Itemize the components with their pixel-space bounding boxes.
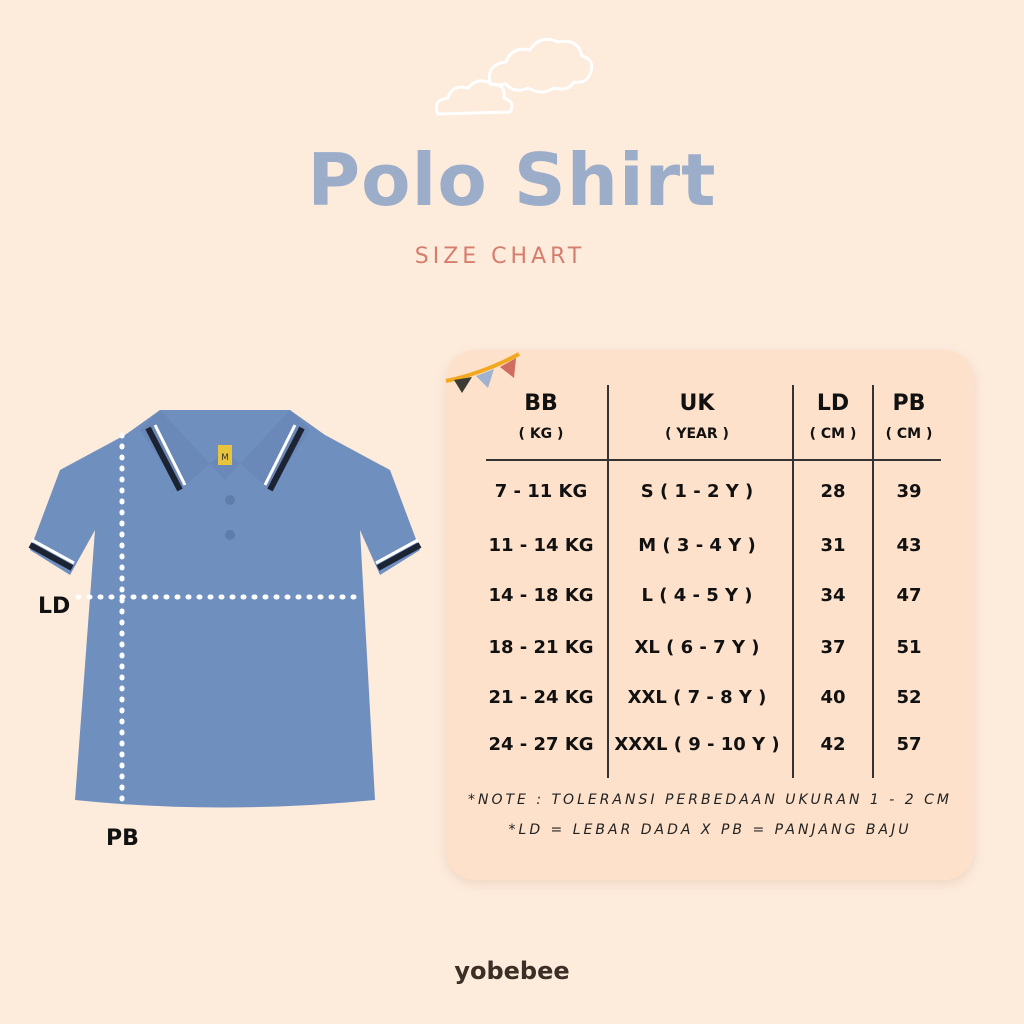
table-cell: 7 - 11 KG xyxy=(494,481,588,502)
table-cell: 18 - 21 KG xyxy=(488,637,594,658)
table-cell: S ( 1 - 2 Y ) xyxy=(640,481,754,502)
table-cell: 24 - 27 KG xyxy=(488,734,594,755)
size-tag xyxy=(218,445,232,465)
table-cell: 34 xyxy=(820,585,846,606)
column-divider xyxy=(607,385,609,778)
table-cell: 31 xyxy=(820,535,846,556)
table-cell: XL ( 6 - 7 Y ) xyxy=(634,637,760,658)
column-header: LD xyxy=(816,391,850,416)
table-cell: L ( 4 - 5 Y ) xyxy=(641,585,753,606)
cloud-icon xyxy=(434,37,594,116)
table-cell: 57 xyxy=(896,734,922,755)
page-title: Polo Shirt xyxy=(307,138,717,222)
table-cell: XXXL ( 9 - 10 Y ) xyxy=(614,734,780,755)
column-header: PB xyxy=(892,391,926,416)
table-cell: 43 xyxy=(896,535,922,556)
column-divider xyxy=(792,385,794,778)
table-cell: 37 xyxy=(820,637,846,658)
table-cell: 11 - 14 KG xyxy=(488,535,594,556)
column-unit: ( CM ) xyxy=(809,426,857,442)
table-cell: 39 xyxy=(896,481,922,502)
table-cell: 52 xyxy=(896,687,922,708)
brand-logo: yobebee xyxy=(454,957,570,985)
column-unit: ( CM ) xyxy=(885,426,933,442)
page-subtitle: SIZE CHART xyxy=(414,244,586,269)
size-table-card xyxy=(446,350,974,880)
column-divider xyxy=(872,385,874,778)
table-cell: 42 xyxy=(820,734,846,755)
pb-label: PB xyxy=(106,826,139,851)
column-unit: ( KG ) xyxy=(518,426,564,442)
table-cell: 14 - 18 KG xyxy=(488,585,594,606)
table-cell: 40 xyxy=(820,687,846,708)
column-header: UK xyxy=(679,391,715,416)
note-tolerance: *NOTE : TOLERANSI PERBEDAAN UKURAN 1 - 2… xyxy=(467,792,953,808)
column-header: BB xyxy=(524,391,558,416)
table-cell: 47 xyxy=(896,585,922,606)
bunting-flags-icon xyxy=(445,352,520,393)
table-cell: 21 - 24 KG xyxy=(488,687,594,708)
polo-shirt-image: M xyxy=(28,410,422,808)
ld-label: LD xyxy=(38,594,71,619)
table-header-divider xyxy=(486,459,941,461)
table-cell: M ( 3 - 4 Y ) xyxy=(638,535,756,556)
column-unit: ( YEAR ) xyxy=(665,426,729,442)
table-cell: 51 xyxy=(896,637,922,658)
note-legend: *LD = LEBAR DADA X PB = PANJANG BAJU xyxy=(508,822,912,838)
size-tag-label: M xyxy=(221,453,229,463)
table-cell: 28 xyxy=(820,481,846,502)
table-cell: XXL ( 7 - 8 Y ) xyxy=(627,687,767,708)
